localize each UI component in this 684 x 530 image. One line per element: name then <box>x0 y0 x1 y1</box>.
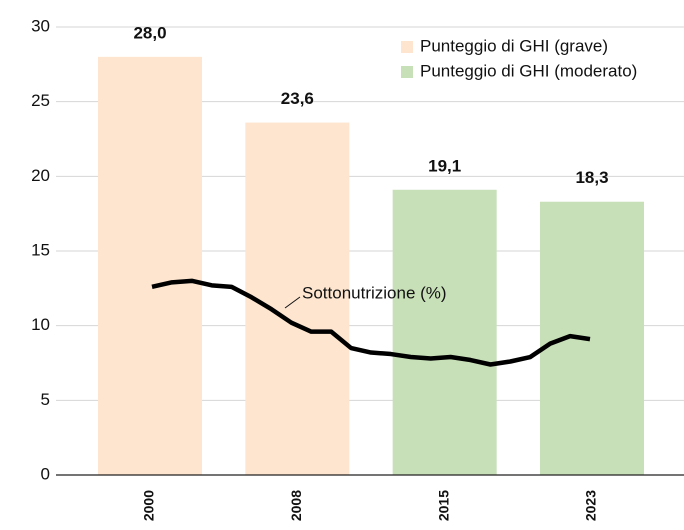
annotation: Sottonutrizione (%) <box>302 283 447 302</box>
bar <box>392 189 497 476</box>
x-tick-label: 2000 <box>141 490 157 521</box>
y-tick-label: 15 <box>31 240 50 259</box>
x-tick-label: 2008 <box>288 490 304 521</box>
x-tick-label: 2023 <box>583 490 599 521</box>
legend-swatch <box>401 41 413 53</box>
value-label: 18,3 <box>575 168 608 187</box>
x-tick-label: 2015 <box>435 490 451 521</box>
legend-label: Punteggio di GHI (moderato) <box>420 61 637 80</box>
legend-swatch <box>401 66 413 78</box>
y-tick-label: 30 <box>31 16 50 35</box>
legend-label: Punteggio di GHI (grave) <box>420 36 608 55</box>
y-tick-label: 25 <box>31 91 50 110</box>
y-tick-label: 10 <box>31 315 50 334</box>
annotation-leader <box>284 296 301 309</box>
value-label: 28,0 <box>133 23 166 42</box>
y-tick-label: 0 <box>41 464 50 483</box>
value-label: 19,1 <box>428 156 461 175</box>
y-tick-label: 5 <box>41 390 50 409</box>
bar <box>540 201 644 475</box>
line <box>151 278 591 367</box>
value-label: 23,6 <box>281 89 314 108</box>
y-tick-label: 20 <box>31 166 50 185</box>
bar <box>98 56 202 475</box>
